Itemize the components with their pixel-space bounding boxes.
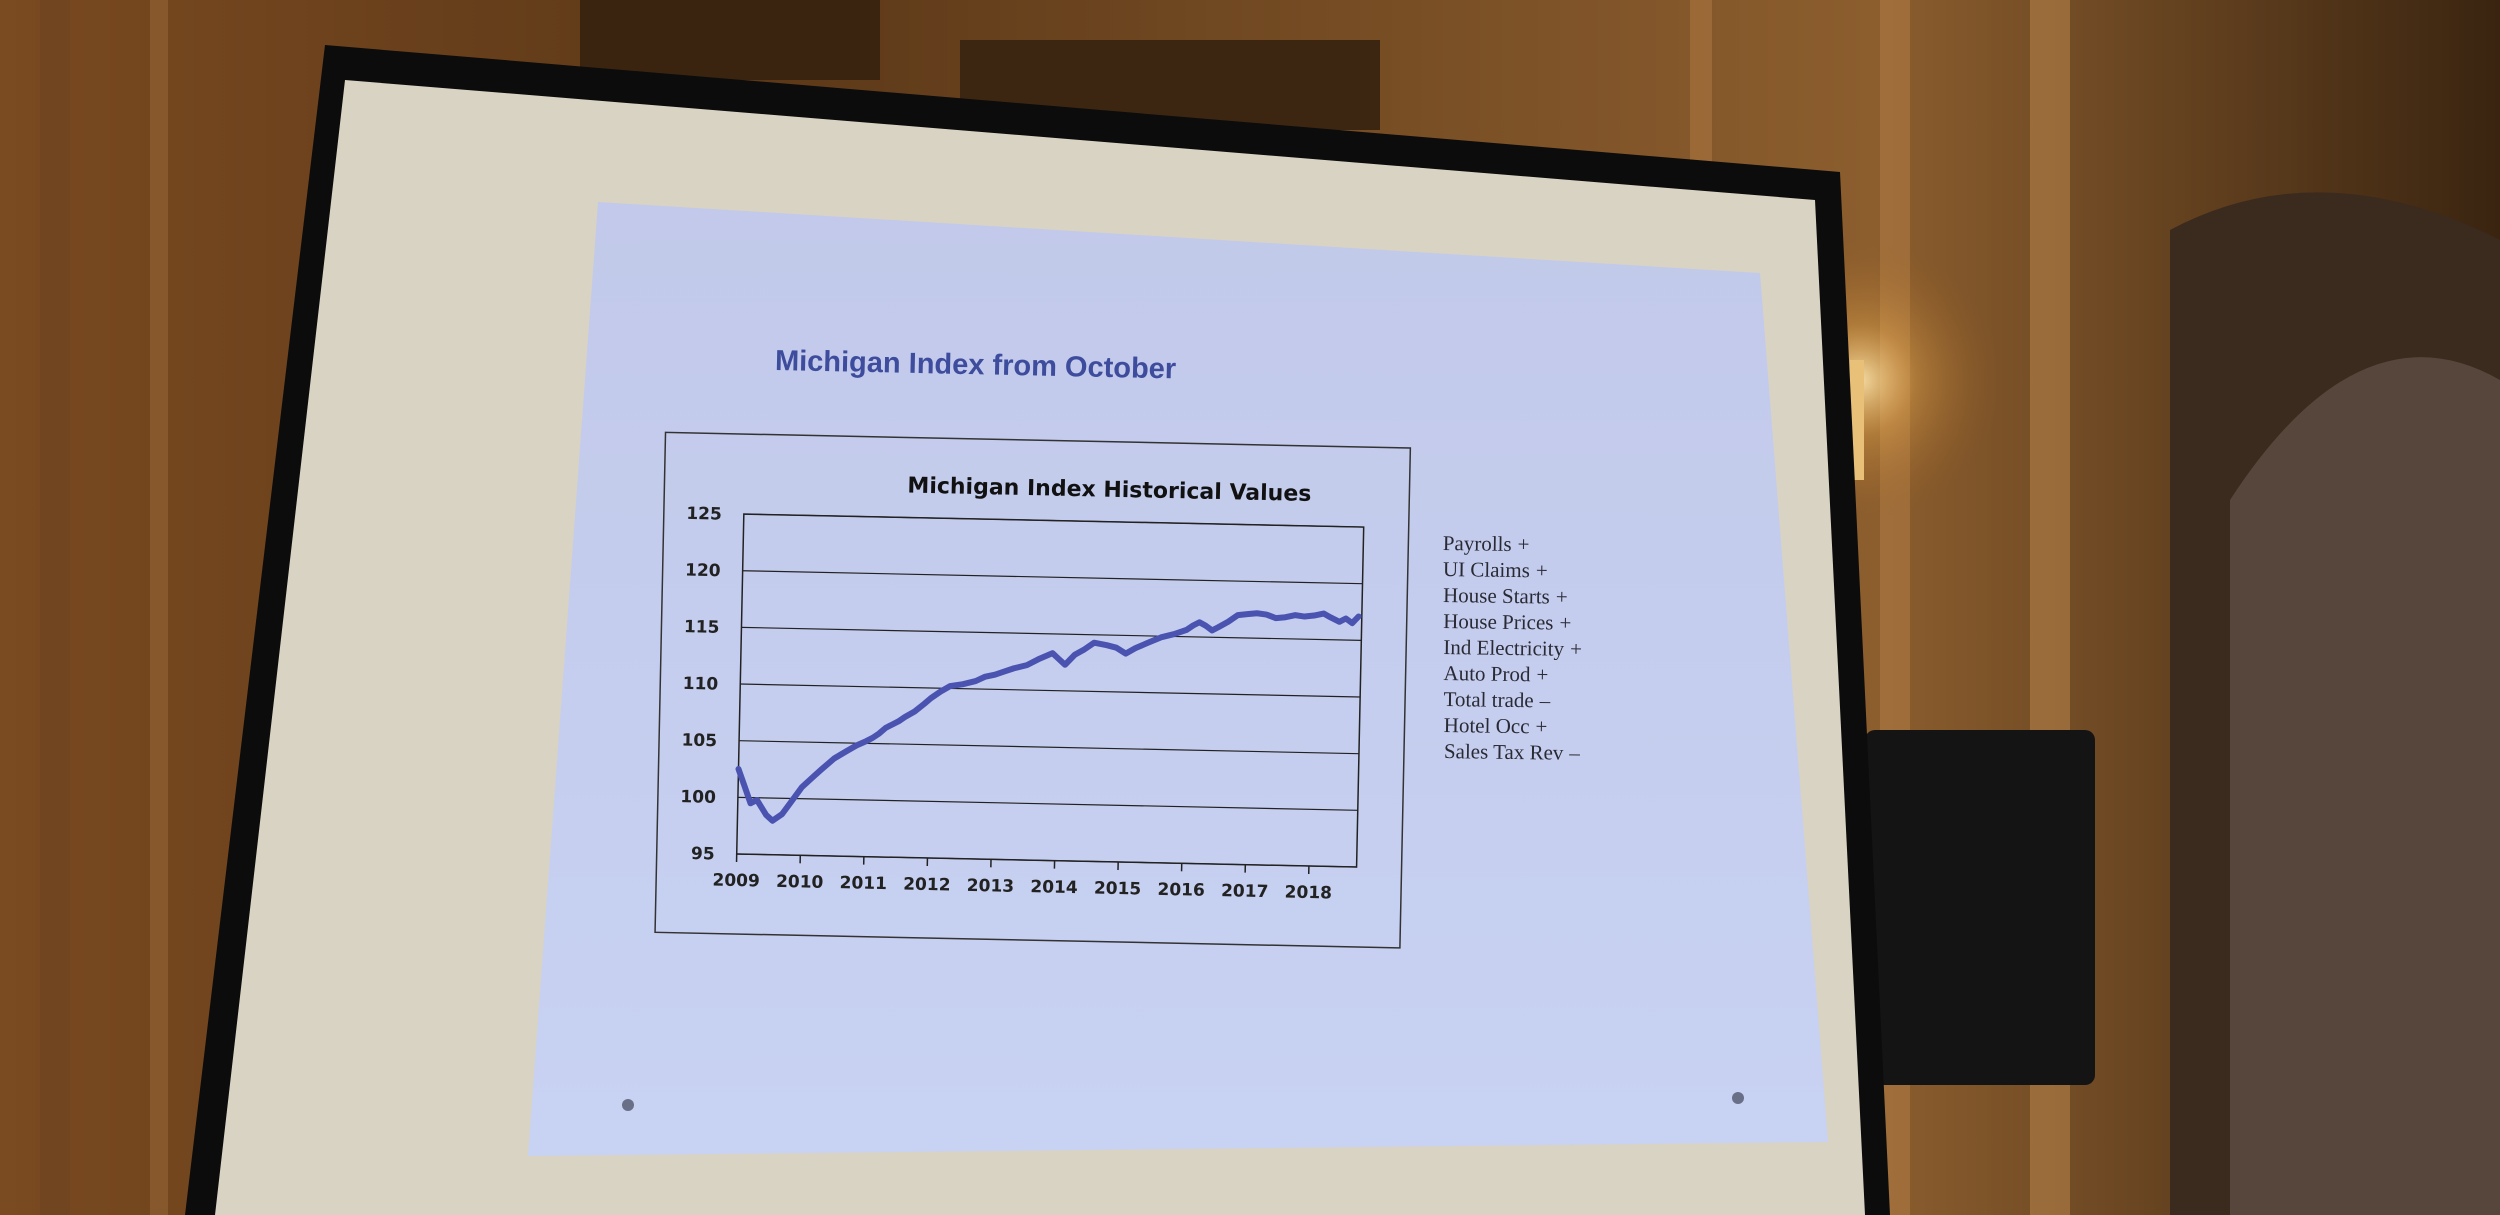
indicator-sign: + (1536, 662, 1549, 687)
x-tick-label: 2009 (712, 870, 760, 891)
indicator-item: Payrolls + (1443, 530, 1584, 558)
y-tick-label: 125 (686, 504, 722, 525)
indicator-sign: + (1535, 558, 1548, 583)
series-line (735, 610, 1362, 824)
indicator-item: House Starts + (1443, 582, 1583, 610)
x-axis-ticks: 2009 2010 2011 2012 2013 2014 2015 2016 2017 2018 (712, 853, 1332, 903)
x-tick-label: 2016 (1157, 880, 1205, 901)
gridline (742, 570, 1363, 585)
indicator-label: Payrolls (1442, 530, 1512, 556)
indicator-label: Sales Tax Rev (1443, 739, 1564, 765)
indicator-label: House Prices (1443, 609, 1554, 635)
indicator-item: House Prices + (1443, 608, 1582, 636)
speaker (1865, 730, 2095, 1085)
indicator-label: Auto Prod (1443, 661, 1531, 687)
x-tick-label: 2017 (1221, 881, 1269, 902)
indicator-label: Ind Electricity (1443, 635, 1565, 661)
x-tick-label: 2018 (1284, 882, 1332, 903)
slide (528, 202, 1828, 1156)
plot-area (735, 513, 1365, 868)
x-tick-label: 2014 (1030, 877, 1078, 898)
indicator-item: Hotel Occ + (1444, 712, 1581, 740)
line-chart: Michigan Index Historical Values 9510010… (654, 431, 1412, 949)
y-tick-label: 105 (681, 730, 717, 751)
indicator-sign: + (1569, 636, 1583, 661)
indicator-sign: + (1555, 584, 1568, 609)
y-tick-label: 95 (691, 844, 715, 864)
gridline (741, 626, 1362, 641)
y-tick-label: 115 (684, 617, 720, 638)
slide-dot-right (1732, 1092, 1744, 1104)
chart-frame (654, 431, 1412, 949)
indicator-list: Payrolls + UI Claims + House Starts + House Pr… (1440, 530, 1584, 766)
gridline (737, 796, 1358, 811)
x-tick-label: 2013 (967, 876, 1015, 897)
wall-molding (40, 0, 70, 1215)
indicator-item: Auto Prod + (1443, 660, 1581, 688)
x-tick-label: 2012 (903, 874, 951, 895)
indicator-item: UI Claims + (1443, 556, 1583, 584)
indicator-item: Ind Electricity + (1443, 634, 1582, 662)
y-tick-label: 100 (680, 787, 716, 808)
indicator-item: Sales Tax Rev – (1444, 738, 1581, 766)
wall-lamp (1850, 360, 1864, 480)
upper-window (580, 0, 880, 80)
indicator-sign: + (1559, 610, 1572, 635)
gridlines (735, 513, 1365, 868)
indicator-sign: + (1517, 532, 1530, 557)
arched-mirror-inner (2230, 357, 2500, 1215)
indicator-item: Total trade – (1443, 686, 1581, 714)
indicator-label: Total trade (1443, 687, 1534, 713)
gridline (740, 683, 1361, 698)
slide-dot-left (622, 1099, 634, 1111)
y-tick-label: 110 (683, 674, 719, 695)
indicator-label: UI Claims (1442, 557, 1531, 583)
indicator-sign: – (1569, 740, 1581, 765)
y-axis-ticks: 95 100 105 110 115 120 125 (680, 504, 722, 865)
indicator-label: Hotel Occ (1443, 713, 1530, 739)
indicator-sign: + (1535, 714, 1548, 739)
x-tick-label: 2015 (1094, 878, 1142, 899)
wall-molding (150, 0, 168, 1215)
x-tick-label: 2011 (839, 873, 887, 894)
x-tick-label: 2010 (776, 872, 824, 893)
indicator-label: House Starts (1442, 583, 1550, 609)
gridline (739, 740, 1359, 755)
indicator-sign: – (1539, 688, 1551, 713)
y-tick-label: 120 (685, 561, 721, 582)
